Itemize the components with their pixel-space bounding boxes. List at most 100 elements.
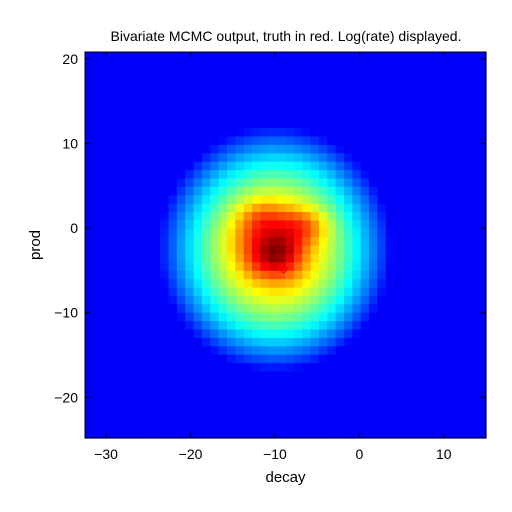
heatmap-cell <box>286 337 295 346</box>
heatmap-cell <box>235 346 244 355</box>
heatmap-cell <box>210 60 219 69</box>
heatmap-cell <box>177 262 186 271</box>
heatmap-cell <box>118 102 127 111</box>
heatmap-cell <box>160 321 169 330</box>
heatmap-cell <box>319 295 328 304</box>
heatmap-cell <box>277 86 286 95</box>
heatmap-cell <box>394 279 403 288</box>
heatmap-cell <box>277 136 286 145</box>
heatmap-cell <box>93 77 102 86</box>
heatmap-cell <box>202 169 211 178</box>
heatmap-cell <box>93 169 102 178</box>
heatmap-cell <box>177 279 186 288</box>
heatmap-cell <box>160 295 169 304</box>
heatmap-cell <box>85 86 94 95</box>
heatmap-cell <box>369 102 378 111</box>
heatmap-cell <box>436 312 445 321</box>
heatmap-cell <box>202 60 211 69</box>
heatmap-cell <box>210 220 219 229</box>
heatmap-cell <box>160 262 169 271</box>
heatmap-cell <box>402 304 411 313</box>
heatmap-cell <box>286 102 295 111</box>
heatmap-cell <box>478 312 487 321</box>
heatmap-cell <box>202 312 211 321</box>
heatmap-cell <box>169 144 178 153</box>
heatmap-cell <box>461 94 470 103</box>
heatmap-cell <box>102 253 111 262</box>
heatmap-cell <box>386 128 395 137</box>
heatmap-cell <box>277 388 286 397</box>
heatmap-cell <box>260 321 269 330</box>
heatmap-cell <box>319 195 328 204</box>
heatmap-cell <box>185 253 194 262</box>
heatmap-cell <box>227 404 236 413</box>
heatmap-cell <box>361 253 370 262</box>
heatmap-cell <box>185 195 194 204</box>
heatmap-cell <box>118 211 127 220</box>
heatmap-cell <box>277 430 286 439</box>
heatmap-cell <box>102 404 111 413</box>
heatmap-cell <box>227 178 236 187</box>
heatmap-cell <box>361 169 370 178</box>
heatmap-cell <box>185 161 194 170</box>
heatmap-cell <box>461 136 470 145</box>
heatmap-cell <box>219 220 228 229</box>
heatmap-cell <box>227 111 236 120</box>
heatmap-cell <box>461 388 470 397</box>
heatmap-cell <box>143 119 152 128</box>
heatmap-cell <box>185 228 194 237</box>
heatmap-cell <box>93 329 102 338</box>
heatmap-cell <box>244 270 253 279</box>
heatmap-cell <box>336 169 345 178</box>
heatmap-cell <box>177 337 186 346</box>
heatmap-cell <box>319 60 328 69</box>
heatmap-cell <box>252 128 261 137</box>
heatmap-cell <box>93 60 102 69</box>
heatmap-cell <box>419 245 428 254</box>
heatmap-cell <box>252 161 261 170</box>
heatmap-cell <box>202 211 211 220</box>
heatmap-cell <box>244 119 253 128</box>
heatmap-cell <box>469 86 478 95</box>
heatmap-cell <box>411 304 420 313</box>
heatmap-cell <box>352 60 361 69</box>
heatmap-cell <box>319 379 328 388</box>
heatmap-cell <box>210 69 219 78</box>
heatmap-cell <box>85 304 94 313</box>
heatmap-cell <box>93 379 102 388</box>
heatmap-cell <box>152 161 161 170</box>
heatmap-cell <box>402 388 411 397</box>
heatmap-cell <box>327 253 336 262</box>
heatmap-cell <box>152 195 161 204</box>
heatmap-cell <box>344 94 353 103</box>
y-tick-label: 10 <box>62 135 78 151</box>
heatmap-cell <box>260 287 269 296</box>
heatmap-cell <box>235 144 244 153</box>
heatmap-cell <box>194 77 203 86</box>
heatmap-cell <box>169 77 178 86</box>
heatmap-cell <box>444 203 453 212</box>
heatmap-cell <box>352 102 361 111</box>
heatmap-cell <box>169 228 178 237</box>
heatmap-cell <box>252 220 261 229</box>
heatmap-cell <box>444 128 453 137</box>
heatmap-cell <box>185 379 194 388</box>
heatmap-cell <box>210 371 219 380</box>
heatmap-cell <box>402 228 411 237</box>
heatmap-cell <box>428 413 437 422</box>
heatmap-cell <box>185 119 194 128</box>
heatmap-cell <box>93 153 102 162</box>
heatmap-cell <box>311 346 320 355</box>
heatmap-cell <box>394 203 403 212</box>
heatmap-cell <box>269 228 278 237</box>
heatmap-cell <box>352 404 361 413</box>
heatmap-cell <box>411 195 420 204</box>
heatmap-cell <box>469 136 478 145</box>
heatmap-cell <box>286 94 295 103</box>
heatmap-cell <box>311 60 320 69</box>
heatmap-cell <box>118 195 127 204</box>
heatmap-cell <box>160 430 169 439</box>
heatmap-cell <box>436 136 445 145</box>
heatmap-cell <box>227 169 236 178</box>
heatmap-cell <box>361 60 370 69</box>
